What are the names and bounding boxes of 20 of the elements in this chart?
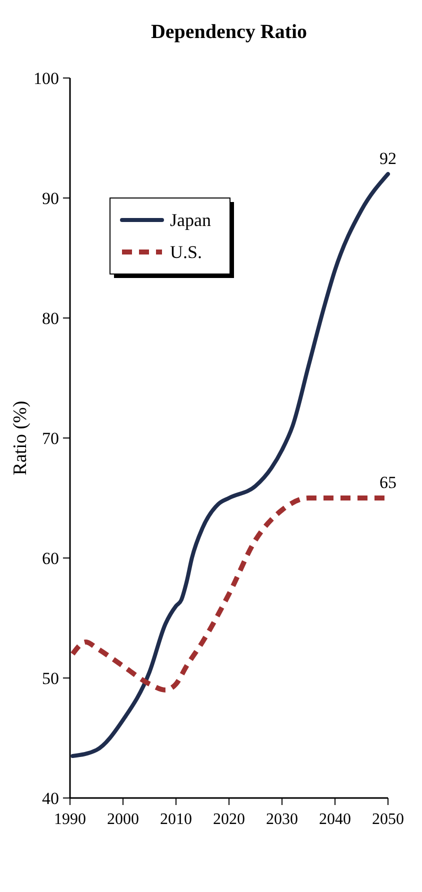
x-tick-label: 1990 — [54, 811, 86, 828]
x-tick-label: 2050 — [372, 811, 404, 828]
x-tick-label: 2020 — [213, 811, 245, 828]
x-tick-label: 2030 — [266, 811, 298, 828]
annotation: 65 — [380, 473, 396, 492]
y-tick-label: 90 — [42, 189, 59, 208]
x-tick-label: 2000 — [107, 811, 139, 828]
x-tick-label: 2010 — [160, 811, 192, 828]
y-tick-label: 60 — [42, 549, 59, 568]
x-tick-label: 2040 — [319, 811, 351, 828]
y-tick-label: 40 — [42, 789, 59, 808]
legend-label: U.S. — [170, 242, 202, 262]
chart-title: Dependency Ratio — [150, 21, 308, 43]
annotation: 92 — [380, 149, 396, 168]
legend-label: Japan — [170, 210, 211, 230]
y-axis-title: Ratio (%) — [10, 400, 31, 476]
y-tick-label: 100 — [34, 69, 59, 88]
y-tick-label: 70 — [42, 429, 59, 448]
y-tick-label: 50 — [42, 669, 59, 688]
y-tick-label: 80 — [42, 309, 59, 328]
